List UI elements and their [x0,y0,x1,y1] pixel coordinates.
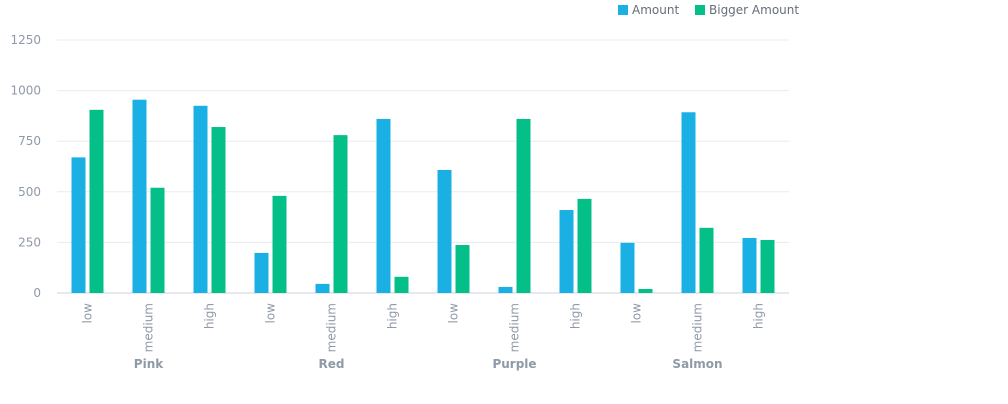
bar-bigger-amount[interactable] [333,135,348,293]
legend-label: Bigger Amount [709,3,799,17]
y-tick-label: 250 [18,235,41,249]
y-tick-label: 500 [18,185,41,199]
x-tick-label: high [203,303,217,329]
legend-item-bigger-amount[interactable]: Bigger Amount [695,3,799,17]
x-tick-label: medium [325,303,339,352]
legend-label: Amount [632,3,679,17]
legend-swatch [618,5,628,15]
bar-amount[interactable] [132,99,147,293]
bar-bigger-amount[interactable] [577,198,592,293]
y-tick-label: 0 [33,286,41,300]
x-tick-label: low [81,303,95,324]
bar-amount[interactable] [742,237,757,293]
gridlines [57,39,789,243]
bar-bigger-amount[interactable] [699,227,714,293]
bar-bigger-amount[interactable] [89,109,104,293]
bar-bigger-amount[interactable] [760,239,775,293]
bar-bigger-amount[interactable] [638,288,653,293]
bar-bigger-amount[interactable] [394,276,409,293]
bar-amount[interactable] [71,157,86,293]
x-tick-label: high [752,303,766,329]
bar-amount[interactable] [559,210,574,293]
x-tick-label: high [569,303,583,329]
x-tick-label: medium [691,303,705,352]
x-group-label: Purple [492,357,536,371]
bar-amount[interactable] [498,286,513,293]
bar-bigger-amount[interactable] [150,187,165,293]
legend-swatch [695,5,705,15]
bar-amount[interactable] [437,169,452,293]
x-group-label: Salmon [672,357,722,371]
y-tick-label: 1000 [10,84,41,98]
bar-amount[interactable] [620,242,635,293]
x-group-label: Pink [134,357,164,371]
x-tick-label: medium [142,303,156,352]
bar-bigger-amount[interactable] [455,245,470,293]
y-tick-label: 1250 [10,33,41,47]
legend-item-amount[interactable]: Amount [618,3,679,17]
axis-labels: 0 250 500 750 1000 1250 low medium high low medium… [10,33,765,371]
x-tick-label: low [630,303,644,324]
y-tick-label: 750 [18,134,41,148]
bar-amount[interactable] [376,118,391,293]
x-tick-label: medium [508,303,522,352]
x-tick-label: high [386,303,400,329]
bar-bigger-amount[interactable] [516,118,531,293]
bar-amount[interactable] [315,283,330,293]
x-tick-label: low [447,303,461,324]
bar-amount[interactable] [254,252,269,293]
bar-bigger-amount[interactable] [272,195,287,293]
legend[interactable]: Amount Bigger Amount [618,3,799,17]
bar-amount[interactable] [193,105,208,293]
bar-amount[interactable] [681,112,696,293]
bars [71,99,775,293]
bar-bigger-amount[interactable] [211,127,226,293]
x-tick-label: low [264,303,278,324]
x-group-label: Red [319,357,345,371]
